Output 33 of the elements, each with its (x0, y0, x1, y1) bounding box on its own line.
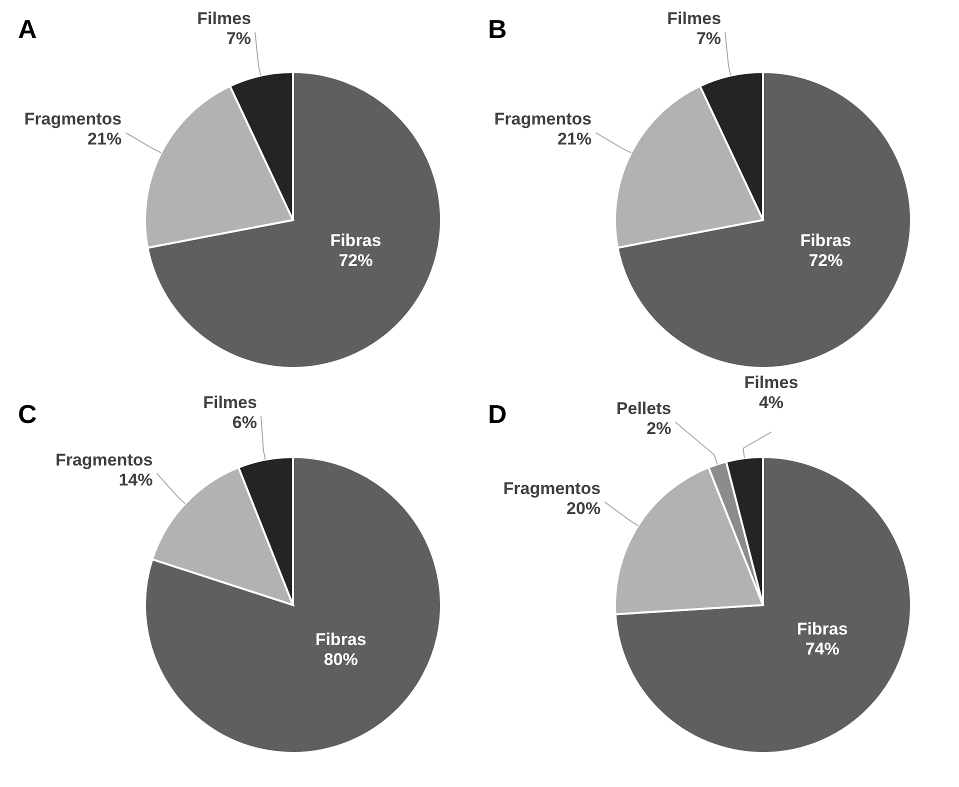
text: D (488, 399, 507, 429)
slice-label: Fragmentos (503, 478, 601, 498)
slice-label: Pellets (616, 399, 672, 418)
data-label: 72% (808, 250, 843, 270)
data-label: 6% (232, 413, 257, 432)
data-label: 14% (118, 470, 153, 490)
slice-label: Filmes (197, 9, 252, 28)
slice-label: Fibras (800, 230, 852, 250)
slice-label: Fragmentos (55, 450, 153, 470)
data-label: 21% (88, 130, 122, 149)
data-label: 72% (338, 250, 373, 270)
slice-label: Fragmentos (494, 110, 592, 129)
data-label: 80% (324, 650, 358, 669)
data-label: 21% (558, 130, 592, 149)
slice-label: Filmes (744, 373, 798, 392)
slice-label: Filmes (203, 393, 257, 412)
data-label: 7% (696, 29, 722, 48)
slice-label: Fragmentos (24, 110, 122, 129)
chart-title: A (18, 14, 37, 44)
chart-title: C (18, 399, 37, 429)
slice-label: Filmes (667, 9, 722, 28)
pie-slice (146, 71, 442, 369)
data-label: 4% (758, 393, 784, 412)
slice-label: Fibras (796, 620, 848, 639)
data-label: 7% (226, 29, 252, 48)
slice-label: Fibras (315, 630, 366, 649)
pie-slice (614, 456, 912, 754)
pie-slice (616, 71, 912, 369)
slice-label: Fibras (330, 230, 382, 250)
data-label: 74% (805, 640, 840, 659)
data-label: 2% (646, 419, 672, 438)
data-label: 20% (566, 498, 601, 518)
chart-title: B (488, 14, 507, 44)
